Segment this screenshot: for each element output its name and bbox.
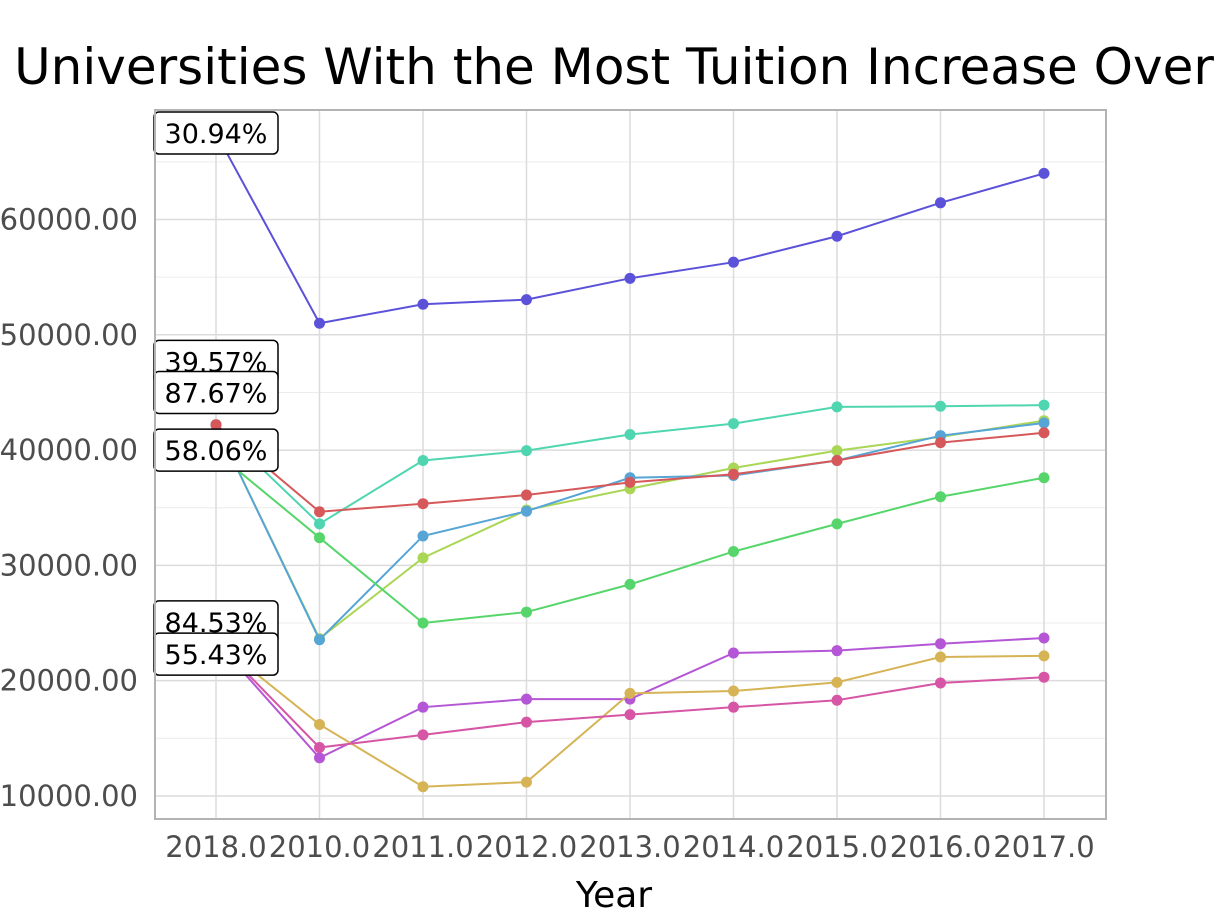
series-5-point: [1038, 427, 1050, 439]
series-9-point: [417, 729, 429, 741]
annotation-text: 30.94%: [165, 119, 268, 150]
series-7-point: [935, 638, 946, 650]
annotation-label: 58.06%: [153, 428, 279, 472]
series-1-point: [1038, 167, 1050, 179]
x-tick-label: 2015.0: [786, 830, 887, 864]
series-2-point: [831, 401, 843, 413]
series-5-point: [417, 498, 429, 510]
series-2-point: [521, 445, 532, 457]
annotation-layer: 30.94%39.57%87.67%58.06%84.53%55.43%: [153, 111, 279, 676]
x-tick-label: 2013.0: [579, 830, 680, 864]
series-6-point: [831, 518, 843, 530]
series-4-point: [521, 505, 532, 517]
series-9-point: [1038, 671, 1050, 683]
series-8-point: [521, 776, 532, 788]
x-tick-label: 2014.0: [683, 830, 784, 864]
series-9-point: [624, 709, 636, 721]
series-5-point: [210, 419, 222, 431]
y-tick-label: 20000.00: [0, 664, 138, 698]
series-2-point: [624, 429, 636, 441]
panel-border: [154, 109, 1107, 820]
series-1-point: [935, 197, 946, 209]
series-1-point: [728, 256, 739, 268]
series-2-point: [314, 518, 325, 530]
series-6-point: [624, 578, 636, 590]
x-tick-label: 2011.0: [372, 830, 473, 864]
series-8-point: [314, 718, 325, 730]
series-5-point: [314, 506, 325, 518]
annotation-text: 55.43%: [165, 640, 268, 671]
series-5-point: [935, 437, 946, 449]
series-7-point: [728, 647, 739, 659]
series-7-point: [417, 701, 429, 713]
chart-title: Universities With the Most Tuition Incre…: [14, 38, 1214, 96]
series-6-point: [1038, 472, 1050, 484]
y-tick-label: 60000.00: [0, 203, 138, 237]
series-7-point: [314, 752, 325, 764]
series-2-point: [935, 400, 946, 412]
series-8-point: [728, 685, 739, 697]
series-7-point: [1038, 632, 1050, 644]
series-8-point: [831, 676, 843, 688]
y-tick-label: 50000.00: [0, 318, 138, 352]
series-2-point: [1038, 399, 1050, 411]
series-8-point: [1038, 650, 1050, 662]
y-tick-label: 40000.00: [0, 433, 138, 467]
series-7-point: [831, 645, 843, 657]
y-tick-label: 10000.00: [0, 779, 138, 813]
annotation-text: 58.06%: [165, 436, 268, 467]
series-8-point: [624, 687, 636, 699]
series-5-point: [521, 489, 532, 501]
x-tick-label: 2012.0: [476, 830, 577, 864]
series-5-point: [728, 468, 739, 480]
series-6-point: [314, 532, 325, 544]
x-tick-label: 2017.0: [993, 830, 1094, 864]
series-1-point: [417, 298, 429, 310]
series-9-point: [728, 701, 739, 713]
annotation-label: 87.67%: [153, 370, 279, 415]
annotation-label: 55.43%: [153, 632, 279, 676]
series-8-point: [935, 651, 946, 663]
series-9-point: [314, 742, 325, 754]
series-1-point: [831, 230, 843, 242]
series-5-point: [831, 454, 843, 466]
series-6-point: [728, 546, 739, 558]
series-9-point: [935, 677, 946, 689]
series-4-point: [417, 530, 429, 542]
series-5-point: [624, 476, 636, 488]
series-4-point: [314, 634, 325, 646]
x-axis-title: Year: [575, 875, 652, 916]
series-9-point: [521, 716, 532, 728]
series-6-point: [935, 491, 946, 503]
series-3-point: [417, 552, 429, 564]
y-tick-label: 30000.00: [0, 548, 138, 582]
y-axis-ticks: 10000.00 20000.00 30000.00 40000.00 50000.00…: [0, 203, 138, 813]
series-2-point: [728, 418, 739, 430]
x-tick-label: 2010.0: [269, 830, 370, 864]
series-8-point: [417, 781, 429, 793]
series-4-point: [1038, 417, 1050, 429]
series-6-point: [417, 617, 429, 629]
series-1-point: [521, 294, 532, 306]
x-axis-ticks: 2018.0 2010.0 2011.0 2012.0 2013.0 2014.0 2015…: [165, 830, 1094, 864]
series-2-point: [417, 454, 429, 466]
series-3-point: [831, 445, 843, 457]
series-9-point: [831, 694, 843, 706]
annotation-text: 87.67%: [165, 378, 268, 409]
series-1-point: [624, 272, 636, 284]
series-1-point: [314, 317, 325, 329]
series-7-point: [521, 693, 532, 705]
series-6-point: [521, 606, 532, 618]
annotation-label: 30.94%: [153, 111, 279, 155]
x-tick-label: 2016.0: [890, 830, 991, 864]
x-tick-label: 2018.0: [165, 830, 266, 864]
